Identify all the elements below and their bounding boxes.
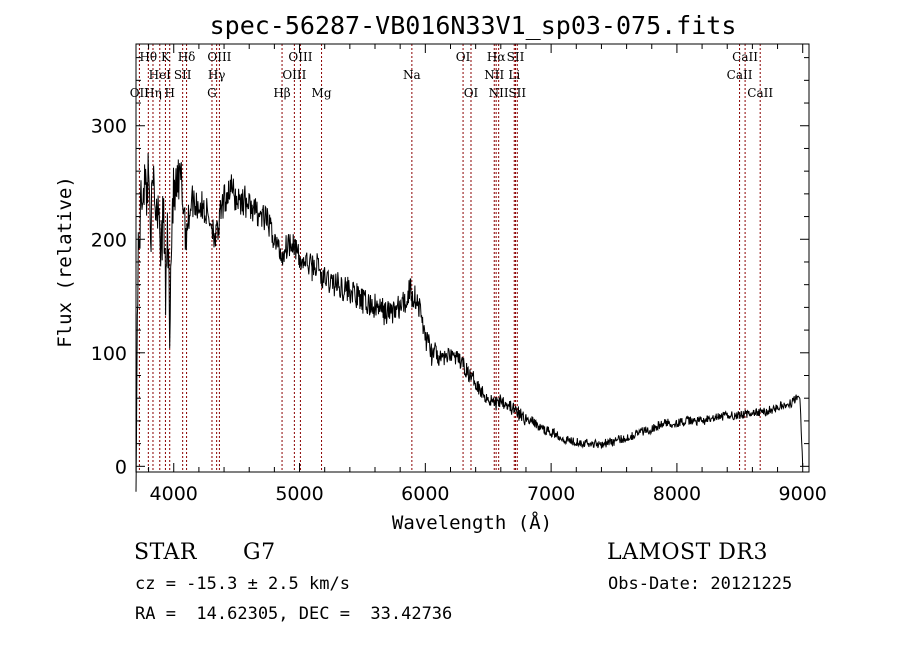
line-marker-label: Hδ xyxy=(178,50,196,64)
line-marker-label: Hα xyxy=(487,50,506,64)
coordinates-text: RA = 14.62305, DEC = 33.42736 xyxy=(135,604,453,624)
plot-frame xyxy=(135,43,810,473)
x-tick-label: 6000 xyxy=(401,483,449,505)
line-marker-label: HeI xyxy=(149,68,172,82)
x-axis: 4000 5000 6000 7000 8000 9000 xyxy=(148,44,827,505)
y-tick-label: 0 xyxy=(115,456,127,478)
line-marker-label: CaII xyxy=(727,68,753,82)
line-marker-label: Hθ xyxy=(139,50,157,64)
line-marker-labels: OIIHθHηHeIKHSIIHδGHγOIIIHβOIIIOIIIMgNaOI… xyxy=(130,50,774,100)
line-marker-label: SII xyxy=(507,50,525,64)
survey-name: LAMOST DR3 xyxy=(607,540,768,565)
line-marker-label: Mg xyxy=(312,86,332,100)
obs-date-text: Obs-Date: 20121225 xyxy=(608,574,793,594)
line-marker-label: CaII xyxy=(732,50,758,64)
line-marker-label: K xyxy=(161,50,171,64)
spectrum-line xyxy=(135,153,804,492)
x-axis-label: Wavelength (Å) xyxy=(392,511,552,534)
line-marker-label: NII xyxy=(489,86,509,100)
line-markers xyxy=(138,44,761,472)
x-tick-label: 9000 xyxy=(779,483,827,505)
spectrum-plot xyxy=(135,153,804,492)
x-tick-label: 8000 xyxy=(653,483,701,505)
line-marker-label: G xyxy=(207,86,217,100)
x-tick-label: 7000 xyxy=(527,483,575,505)
chart-title: spec-56287-VB016N33V1_sp03-075.fits xyxy=(210,11,737,40)
line-marker-label: Hη xyxy=(144,86,162,100)
y-tick-label: 300 xyxy=(91,116,127,138)
line-marker-label: Li xyxy=(508,68,520,82)
line-marker-label: OIII xyxy=(288,50,312,64)
y-axis-label: Flux (relative) xyxy=(54,176,76,348)
line-marker-label: OIII xyxy=(207,50,231,64)
object-subclass: G7 xyxy=(243,540,276,565)
redshift-text: cz = -15.3 ± 2.5 km/s xyxy=(135,574,350,594)
line-marker-label: OI xyxy=(456,50,471,64)
line-marker-label: Hβ xyxy=(273,86,290,100)
line-marker-label: OIII xyxy=(282,68,306,82)
line-marker-label: H xyxy=(164,86,174,100)
x-tick-label: 4000 xyxy=(150,483,198,505)
line-marker-label: SII xyxy=(508,86,526,100)
y-tick-label: 100 xyxy=(91,343,127,365)
line-marker-label: Na xyxy=(403,68,421,82)
line-marker-label: OI xyxy=(464,86,479,100)
object-class: STAR xyxy=(134,540,197,565)
line-marker-label: Hγ xyxy=(208,68,226,82)
line-marker-label: CaII xyxy=(747,86,773,100)
line-marker-label: NII xyxy=(484,68,504,82)
x-tick-label: 5000 xyxy=(275,483,323,505)
y-axis: 0 100 200 300 xyxy=(91,57,809,478)
line-marker-label: OII xyxy=(130,86,150,100)
line-marker-label: SII xyxy=(174,68,192,82)
y-tick-label: 200 xyxy=(91,229,127,251)
